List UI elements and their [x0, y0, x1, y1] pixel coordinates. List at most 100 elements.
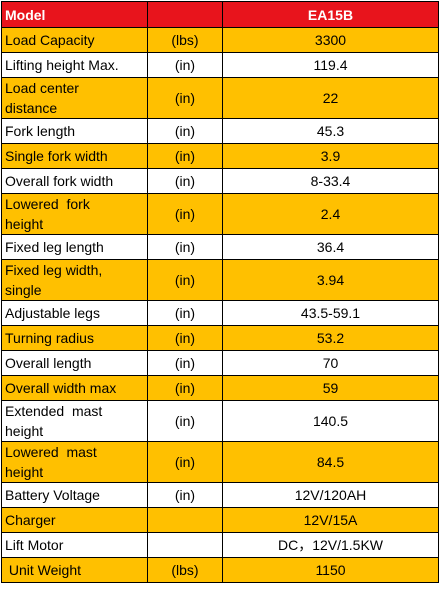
value-cell: 1150 — [222, 557, 439, 583]
label-cell: Lifting height Max. — [1, 52, 148, 78]
unit-cell: (lbs) — [147, 557, 223, 583]
label-cell: Lowered mast height — [1, 441, 148, 483]
unit-cell: (in) — [147, 441, 223, 483]
label-line: height — [5, 216, 44, 232]
label-cell: Overall fork width — [1, 168, 148, 194]
label-line: distance — [5, 100, 58, 116]
label-line: Lift Motor — [5, 537, 64, 553]
header-cell — [147, 1, 223, 28]
value-cell: 140.5 — [222, 400, 439, 442]
unit-cell: (in) — [147, 400, 223, 442]
value-cell: 84.5 — [222, 441, 439, 483]
label-line: Turning radius — [5, 330, 94, 346]
unit-cell: (in) — [147, 193, 223, 235]
label-line: height — [5, 464, 44, 480]
label-line: Fork length — [5, 123, 76, 139]
header-cell: EA15B — [222, 1, 439, 28]
unit-cell: (in) — [147, 375, 223, 401]
label-line: height — [5, 423, 44, 439]
value-cell: 3.9 — [222, 143, 439, 169]
table-row: Turning radius (in) 53.2 — [1, 325, 439, 351]
label-line: Lifting height Max. — [5, 57, 119, 73]
table-row: Overall width max (in) 59 — [1, 375, 439, 401]
table-row: Overall length (in) 70 — [1, 350, 439, 376]
label-line: Fixed leg width, — [5, 262, 103, 278]
unit-cell: (in) — [147, 52, 223, 78]
label-line: Load center — [5, 80, 79, 96]
value-cell: 12V/120AH — [222, 482, 439, 508]
value-cell: 8-33.4 — [222, 168, 439, 194]
spec-table: Model EA15B Load Capacity (lbs) 3300 Liftin… — [1, 1, 439, 583]
value-cell: 53.2 — [222, 325, 439, 351]
value-cell: 3300 — [222, 27, 439, 53]
value-cell: 70 — [222, 350, 439, 376]
table-row: Extended mast height (in) 140.5 — [1, 400, 439, 442]
label-cell: Fixed leg width, single — [1, 259, 148, 301]
unit-cell: (in) — [147, 325, 223, 351]
table-row: Lowered fork height (in) 2.4 — [1, 193, 439, 235]
label-line: single — [5, 282, 42, 298]
table-row: Battery Voltage (in) 12V/120AH — [1, 482, 439, 508]
label-line: Unit Weight — [5, 562, 81, 578]
label-line: Charger — [5, 512, 56, 528]
label-line: Overall length — [5, 355, 92, 371]
value-cell: 43.5-59.1 — [222, 300, 439, 326]
label-line: Battery Voltage — [5, 487, 100, 503]
table-row: Load Capacity (lbs) 3300 — [1, 27, 439, 53]
label-cell: Unit Weight — [1, 557, 148, 583]
label-cell: Single fork width — [1, 143, 148, 169]
label-cell: Load Capacity — [1, 27, 148, 53]
unit-cell — [147, 532, 223, 558]
value-cell: DC，12V/1.5KW — [222, 532, 439, 558]
value-cell: 119.4 — [222, 52, 439, 78]
label-line: Extended mast — [5, 403, 103, 419]
label-cell: Overall length — [1, 350, 148, 376]
label-line: Adjustable legs — [5, 305, 100, 321]
value-cell: 22 — [222, 77, 439, 119]
label-cell: Fork length — [1, 118, 148, 144]
label-line: Lowered mast — [5, 444, 97, 460]
label-line: Overall fork width — [5, 173, 114, 189]
header-cell: Model — [1, 1, 148, 28]
unit-cell: (in) — [147, 482, 223, 508]
unit-cell: (in) — [147, 143, 223, 169]
table-row: Load center distance (in) 22 — [1, 77, 439, 119]
label-line: Single fork width — [5, 148, 108, 164]
value-cell: 59 — [222, 375, 439, 401]
value-cell: 12V/15A — [222, 507, 439, 533]
unit-cell: (in) — [147, 77, 223, 119]
label-cell: Extended mast height — [1, 400, 148, 442]
value-cell: 2.4 — [222, 193, 439, 235]
unit-cell: (lbs) — [147, 27, 223, 53]
label-cell: Overall width max — [1, 375, 148, 401]
unit-cell: (in) — [147, 350, 223, 376]
table-row: Fork length (in) 45.3 — [1, 118, 439, 144]
label-cell: Adjustable legs — [1, 300, 148, 326]
table-row: Lowered mast height (in) 84.5 — [1, 441, 439, 483]
label-cell: Lift Motor — [1, 532, 148, 558]
unit-cell: (in) — [147, 300, 223, 326]
label-cell: Charger — [1, 507, 148, 533]
label-line: Load Capacity — [5, 32, 95, 48]
label-line: Overall width max — [5, 380, 117, 396]
header-row: Model EA15B — [1, 1, 439, 28]
table-row: Lifting height Max. (in) 119.4 — [1, 52, 439, 78]
value-cell: 36.4 — [222, 234, 439, 260]
label-cell: Fixed leg length — [1, 234, 148, 260]
table-row: Lift Motor DC，12V/1.5KW — [1, 532, 439, 558]
table-row: Adjustable legs (in) 43.5-59.1 — [1, 300, 439, 326]
table-row: Charger 12V/15A — [1, 507, 439, 533]
unit-cell: (in) — [147, 168, 223, 194]
table-row: Overall fork width (in) 8-33.4 — [1, 168, 439, 194]
label-cell: Load center distance — [1, 77, 148, 119]
table-row: Single fork width (in) 3.9 — [1, 143, 439, 169]
unit-cell: (in) — [147, 259, 223, 301]
label-line: Lowered fork — [5, 196, 90, 212]
label-cell: Battery Voltage — [1, 482, 148, 508]
label-cell: Turning radius — [1, 325, 148, 351]
unit-cell: (in) — [147, 118, 223, 144]
unit-cell: (in) — [147, 234, 223, 260]
unit-cell — [147, 507, 223, 533]
label-line: Fixed leg length — [5, 239, 104, 255]
